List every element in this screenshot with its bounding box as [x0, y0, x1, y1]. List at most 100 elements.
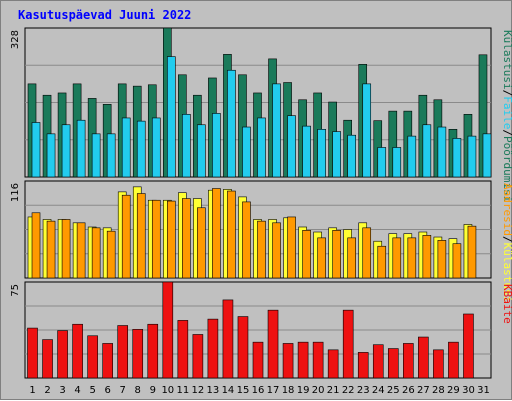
bar-bottom-a-day-17 [267, 309, 279, 379]
bar-top-b-day-5 [91, 133, 101, 178]
bar-middle-b-day-2 [46, 220, 56, 279]
bar-bottom-a-day-25 [387, 348, 399, 379]
chart-panels: 328Külastusi/Faile/Pöördumisi116Aadresid… [10, 27, 512, 379]
x-tick-label-day-21: 21 [327, 385, 340, 396]
panel-middle-ymax-label: 116 [10, 183, 21, 202]
bar-middle-b-day-9 [151, 199, 161, 279]
x-tick-label-day-28: 28 [432, 385, 445, 396]
bar-middle-b-day-21 [332, 230, 341, 279]
bar-bottom-a-day-26 [403, 343, 414, 379]
bar-bottom-a-day-1 [27, 327, 38, 379]
bar-middle-b-day-18 [287, 216, 296, 279]
bar-middle-b-day-23 [362, 227, 372, 279]
legend-entry: Pöördumisi [501, 136, 512, 202]
bar-top-b-day-10 [167, 56, 176, 178]
bar-bottom-a-day-2 [42, 339, 53, 379]
bar-top-b-day-25 [392, 147, 402, 178]
x-tick-label-day-24: 24 [372, 385, 385, 396]
x-tick-label-day-26: 26 [402, 385, 415, 396]
bar-top-b-day-12 [197, 124, 206, 178]
bar-bottom-a-day-20 [312, 341, 324, 379]
bar-top-b-day-24 [377, 147, 387, 178]
legend-entry: Faile [501, 96, 512, 129]
bar-top-b-day-20 [317, 129, 326, 178]
bar-middle-b-day-1 [31, 212, 41, 279]
bar-middle-b-day-11 [182, 198, 191, 279]
bar-top-b-day-9 [151, 117, 161, 178]
x-tick-label-day-19: 19 [297, 385, 310, 396]
bar-bottom-a-day-15 [237, 316, 249, 379]
bar-top-b-day-4 [76, 119, 86, 178]
bar-top-b-day-7 [121, 117, 131, 178]
x-tick-label-day-2: 2 [44, 385, 50, 396]
x-tick-label-day-15: 15 [237, 385, 250, 396]
bar-middle-b-day-17 [272, 222, 281, 279]
bar-bottom-a-day-27 [418, 336, 429, 379]
bar-middle-b-day-12 [197, 207, 206, 279]
bar-bottom-a-day-14 [222, 299, 234, 379]
bar-top-b-day-1 [31, 122, 41, 178]
legend-entry: Külastusi [501, 243, 512, 303]
x-tick-label-day-6: 6 [104, 385, 110, 396]
bar-top-b-day-28 [437, 126, 447, 178]
x-tick-label-day-27: 27 [417, 385, 430, 396]
bar-top-b-day-31 [482, 133, 492, 178]
bar-bottom-a-day-16 [252, 341, 264, 379]
x-tick-label-day-3: 3 [59, 385, 65, 396]
legend-entry: Aadresid [501, 183, 512, 236]
bar-bottom-a-day-23 [357, 352, 369, 379]
bar-middle-b-day-16 [257, 220, 266, 279]
bar-top-b-day-16 [257, 117, 266, 178]
bar-middle-b-day-8 [136, 193, 146, 279]
bar-top-b-day-15 [242, 126, 251, 178]
legend-entry: / [501, 236, 512, 243]
bar-middle-b-day-6 [106, 230, 116, 279]
bar-bottom-a-day-6 [102, 343, 113, 379]
x-tick-label-day-10: 10 [161, 385, 174, 396]
bar-top-b-day-21 [332, 131, 341, 178]
bar-middle-b-day-5 [91, 227, 101, 279]
bar-top-b-day-6 [106, 133, 116, 178]
bar-middle-b-day-26 [407, 237, 417, 279]
bar-top-b-day-8 [136, 120, 146, 178]
x-tick-label-day-5: 5 [89, 385, 95, 396]
bar-middle-b-day-19 [302, 230, 311, 279]
bar-middle-b-day-29 [452, 243, 462, 279]
x-tick-label-day-25: 25 [387, 385, 400, 396]
panel-bottom-side-legend: KBaite [501, 284, 512, 324]
x-tick-label-day-17: 17 [267, 385, 280, 396]
x-tick-label-day-12: 12 [192, 385, 205, 396]
bar-top-b-day-11 [182, 114, 191, 178]
bar-top-b-day-29 [452, 138, 462, 178]
bar-middle-b-day-10 [167, 200, 176, 279]
bar-middle-b-day-3 [61, 219, 71, 279]
bar-middle-b-day-25 [392, 237, 402, 279]
bar-top-b-day-13 [212, 113, 221, 178]
legend-entry: KBaite [501, 284, 512, 324]
bar-bottom-a-day-5 [87, 335, 98, 379]
bar-bottom-a-day-22 [342, 309, 354, 379]
bar-top-b-day-19 [302, 125, 311, 178]
panel-bottom-ymax-label: 75 [10, 284, 21, 297]
bar-middle-b-day-28 [437, 240, 447, 279]
bar-top-b-day-2 [46, 133, 56, 178]
bar-bottom-a-day-24 [372, 344, 384, 379]
panel-middle: 116 Aadresid/Külastusi [10, 180, 512, 302]
bar-top-b-day-22 [347, 134, 356, 178]
bar-bottom-a-day-18 [282, 343, 294, 379]
legend-entry: Külastusi [501, 30, 512, 90]
bar-bottom-a-day-29 [448, 341, 459, 379]
x-tick-labels: 1 2 3 4 5 6 7 8 9 10 11 12 13 14 15 16 17 18 19 20 21 22 23 24 2… [29, 385, 490, 396]
x-tick-label-day-8: 8 [135, 385, 141, 396]
x-tick-label-day-31: 31 [477, 385, 490, 396]
x-tick-label-day-1: 1 [29, 385, 35, 396]
bar-bottom-a-day-13 [207, 318, 219, 379]
bar-middle-b-day-14 [227, 190, 236, 279]
x-tick-label-day-23: 23 [357, 385, 370, 396]
bar-middle-b-day-7 [121, 194, 131, 279]
x-tick-label-day-29: 29 [447, 385, 460, 396]
x-tick-label-day-7: 7 [120, 385, 126, 396]
panel-middle-side-legend: Aadresid/Külastusi [501, 183, 512, 302]
